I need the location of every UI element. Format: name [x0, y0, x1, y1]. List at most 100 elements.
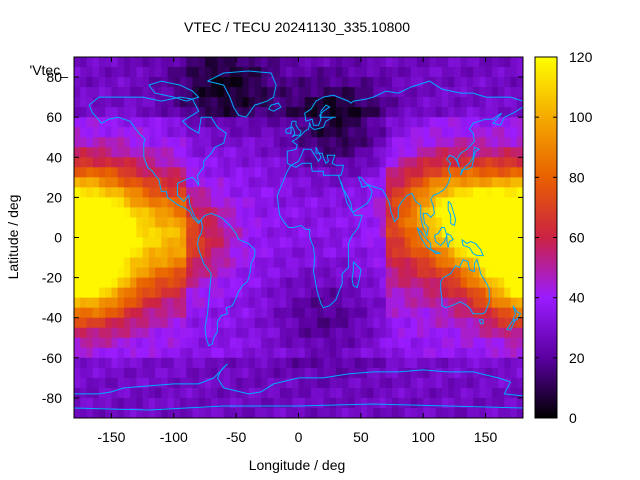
heatmap-cell: [429, 237, 437, 249]
heatmap-cell: [516, 147, 523, 158]
heatmap-cell: [298, 307, 306, 319]
heatmap-cell: [111, 177, 119, 188]
heatmap-cell: [360, 227, 368, 239]
heatmap-cell: [136, 127, 144, 138]
heatmap-cell: [479, 87, 487, 98]
heatmap-cell: [342, 197, 349, 209]
heatmap-cell: [491, 377, 499, 389]
heatmap-cell: [317, 387, 325, 399]
heatmap-cell: [211, 237, 219, 249]
heatmap-cell: [404, 387, 412, 399]
heatmap-cell: [148, 267, 156, 279]
heatmap-cell: [192, 257, 200, 269]
heatmap-cell: [423, 327, 431, 339]
heatmap-cell: [460, 387, 468, 399]
heatmap-cell: [211, 97, 219, 108]
heatmap-cell: [92, 237, 100, 249]
heatmap-cell: [236, 297, 243, 309]
heatmap-cell: [310, 87, 318, 98]
heatmap-cell: [323, 377, 331, 389]
heatmap-cell: [130, 257, 137, 269]
heatmap-cell: [367, 357, 374, 369]
heatmap-cell: [416, 57, 424, 68]
heatmap-cell: [292, 147, 300, 158]
heatmap-cell: [161, 407, 169, 418]
heatmap-cell: [342, 317, 349, 329]
heatmap-cell: [398, 357, 406, 369]
heatmap-cell: [398, 407, 406, 418]
heatmap-cell: [180, 97, 187, 108]
heatmap-cell: [211, 177, 219, 188]
heatmap-cell: [254, 97, 262, 108]
heatmap-cell: [329, 117, 337, 128]
heatmap-cell: [261, 227, 268, 239]
heatmap-cell: [429, 217, 437, 229]
heatmap-cell: [223, 317, 231, 329]
heatmap-cell: [404, 287, 412, 299]
heatmap-cell: [204, 327, 212, 339]
heatmap-cell: [410, 127, 418, 138]
heatmap-cell: [342, 87, 349, 98]
heatmap-cell: [217, 67, 225, 78]
heatmap-cell: [317, 217, 325, 229]
heatmap-cell: [504, 97, 512, 108]
heatmap-cell: [354, 107, 362, 118]
heatmap-cell: [392, 317, 399, 329]
heatmap-cell: [192, 207, 200, 219]
heatmap-cell: [342, 407, 349, 418]
heatmap-cell: [516, 397, 523, 409]
heatmap-cell: [348, 287, 356, 299]
heatmap-cell: [74, 367, 81, 379]
heatmap-cell: [342, 157, 349, 168]
heatmap-cell: [385, 297, 393, 309]
heatmap-cell: [217, 187, 225, 198]
x-tick-label: 50: [353, 429, 369, 445]
heatmap-cell: [373, 187, 381, 198]
heatmap-cell: [298, 167, 306, 178]
heatmap-cell: [286, 167, 293, 178]
heatmap-cell: [348, 247, 356, 259]
heatmap-cell: [242, 257, 250, 269]
heatmap-cell: [80, 407, 88, 418]
heatmap-cell: [329, 167, 337, 178]
heatmap-cell: [136, 367, 144, 379]
heatmap-cell: [98, 307, 106, 319]
y-tick-label: -20: [42, 270, 62, 286]
heatmap-cell: [242, 367, 250, 379]
heatmap-cell: [167, 207, 175, 219]
heatmap-cell: [148, 287, 156, 299]
heatmap-cell: [236, 167, 243, 178]
heatmap-cell: [167, 77, 175, 88]
heatmap-cell: [173, 307, 181, 319]
heatmap-cell: [373, 347, 381, 359]
heatmap-cell: [310, 67, 318, 78]
heatmap-cell: [367, 177, 374, 188]
heatmap-cell: [317, 327, 325, 339]
heatmap-cell: [342, 137, 349, 148]
heatmap-cell: [385, 147, 393, 158]
heatmap-cell: [254, 407, 262, 418]
heatmap-cell: [423, 217, 431, 229]
heatmap-cell: [254, 217, 262, 229]
heatmap-cell: [180, 237, 187, 249]
heatmap-cell: [198, 397, 206, 409]
heatmap-cell: [392, 407, 399, 418]
heatmap-cell: [161, 337, 169, 349]
heatmap-cell: [180, 277, 187, 289]
heatmap-cell: [448, 237, 456, 249]
heatmap-cell: [342, 377, 349, 389]
heatmap-cell: [373, 117, 381, 128]
heatmap-cell: [516, 207, 523, 219]
heatmap-cell: [111, 367, 119, 379]
heatmap-cell: [92, 157, 100, 168]
heatmap-cell: [435, 367, 443, 379]
heatmap-cell: [267, 377, 275, 389]
heatmap-cell: [148, 247, 156, 259]
heatmap-cell: [254, 327, 262, 339]
heatmap-cell: [304, 327, 312, 339]
heatmap-cell: [130, 137, 137, 148]
heatmap-cell: [254, 337, 262, 349]
heatmap-cell: [348, 237, 356, 249]
heatmap-cell: [310, 107, 318, 118]
heatmap-cell: [392, 117, 399, 128]
